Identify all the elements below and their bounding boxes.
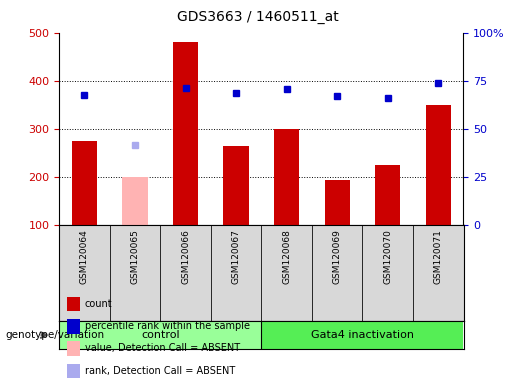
Bar: [324, 180, 350, 225]
Text: value, Detection Call = ABSENT: value, Detection Call = ABSENT: [85, 343, 240, 353]
Bar: [261, 321, 464, 349]
FancyBboxPatch shape: [413, 225, 464, 321]
Text: GSM120067: GSM120067: [232, 230, 241, 284]
Bar: [123, 177, 148, 225]
Text: Gata4 inactivation: Gata4 inactivation: [311, 330, 414, 340]
Text: rank, Detection Call = ABSENT: rank, Detection Call = ABSENT: [85, 366, 235, 376]
Text: GSM120064: GSM120064: [80, 230, 89, 284]
FancyBboxPatch shape: [110, 225, 160, 321]
Bar: [72, 141, 97, 225]
Bar: [59, 321, 261, 349]
FancyBboxPatch shape: [363, 225, 413, 321]
Text: control: control: [141, 330, 180, 340]
Bar: [425, 105, 451, 225]
FancyBboxPatch shape: [59, 225, 110, 321]
Text: GSM120065: GSM120065: [130, 230, 140, 284]
Bar: [173, 42, 198, 225]
Text: percentile rank within the sample: percentile rank within the sample: [85, 321, 250, 331]
Text: count: count: [85, 299, 113, 309]
FancyBboxPatch shape: [261, 225, 312, 321]
Bar: [274, 129, 299, 225]
FancyBboxPatch shape: [160, 225, 211, 321]
Bar: [375, 165, 400, 225]
Bar: [224, 146, 249, 225]
FancyBboxPatch shape: [312, 225, 363, 321]
Text: GSM120066: GSM120066: [181, 230, 190, 284]
Text: genotype/variation: genotype/variation: [5, 330, 104, 340]
FancyBboxPatch shape: [211, 225, 261, 321]
Text: GSM120070: GSM120070: [383, 230, 392, 284]
Text: GSM120071: GSM120071: [434, 230, 443, 284]
Text: GSM120068: GSM120068: [282, 230, 291, 284]
Text: GSM120069: GSM120069: [333, 230, 341, 284]
Text: GDS3663 / 1460511_at: GDS3663 / 1460511_at: [177, 10, 338, 23]
